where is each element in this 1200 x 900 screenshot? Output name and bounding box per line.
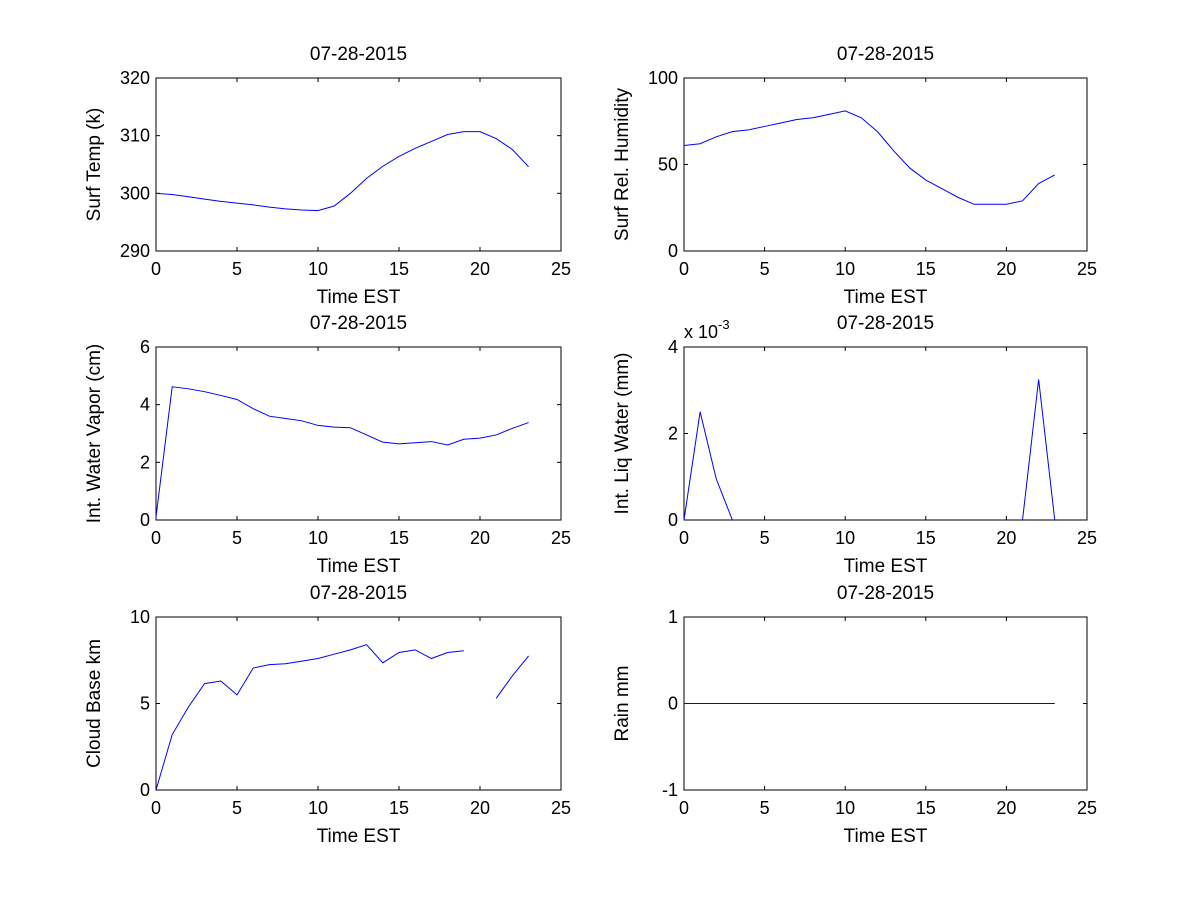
x-tick-label: 0 <box>679 798 689 818</box>
y-tick-label: 4 <box>668 337 678 357</box>
subplot-2: 0 5 10 15 20 25 0 50 100 07-28-2015 Time EST Surf R… <box>612 44 1097 308</box>
y-tick-label: 310 <box>120 126 150 146</box>
y-axis-label: Surf Rel. Humidity <box>612 87 633 241</box>
x-tick-label: 10 <box>835 259 855 279</box>
series-line-1-segment-1 <box>155 386 529 518</box>
y-tick-label: 1 <box>668 607 678 627</box>
y-tick-label: 2 <box>668 424 678 444</box>
y-tick-label: 0 <box>140 510 150 530</box>
y-tick-label: 5 <box>140 694 150 714</box>
x-tick-label: 10 <box>308 528 328 548</box>
subplot-5: 0 5 10 15 20 25 0 5 10 07-28-2015 Time EST Cloud Ba… <box>84 583 571 847</box>
series-line-1-segment-1 <box>155 131 529 212</box>
chart-title: 07-28-2015 <box>837 44 934 65</box>
y-tick-label: 10 <box>130 607 150 627</box>
chart-title: 07-28-2015 <box>837 313 934 334</box>
series-line-1-segment-1 <box>683 411 733 521</box>
subplot-4: 0 5 10 15 20 25 0 2 4 07-28-2015 Time EST Int. Liq … <box>612 313 1097 577</box>
axes-frame <box>683 77 1088 252</box>
y-axis-label: Surf Temp (k) <box>84 108 105 222</box>
x-axis-label: Time EST <box>317 287 401 308</box>
y-tick-label: 2 <box>140 452 150 472</box>
y-exponent-base: x 10 <box>684 322 718 342</box>
axes-frame <box>683 346 1088 521</box>
axes-frame <box>155 346 562 521</box>
x-axis-label: Time EST <box>844 287 928 308</box>
chart-title: 07-28-2015 <box>310 44 407 65</box>
x-tick-label: 25 <box>1077 259 1097 279</box>
x-tick-label: 25 <box>551 798 571 818</box>
x-axis-label: Time EST <box>317 556 401 577</box>
x-tick-label: 20 <box>996 528 1016 548</box>
x-tick-label: 5 <box>760 798 770 818</box>
series-line-1-segment-1 <box>155 644 464 791</box>
x-tick-label: 10 <box>835 798 855 818</box>
x-tick-label: 20 <box>470 259 490 279</box>
x-tick-label: 10 <box>835 528 855 548</box>
y-tick-label: 0 <box>668 241 678 261</box>
x-tick-label: 25 <box>551 528 571 548</box>
x-tick-label: 25 <box>1077 528 1097 548</box>
y-tick-label: 4 <box>140 395 150 415</box>
y-axis-label: Cloud Base km <box>84 639 105 768</box>
x-axis-label: Time EST <box>317 826 401 847</box>
y-tick-label: 0 <box>140 780 150 800</box>
y-tick-label: 300 <box>120 183 150 203</box>
x-tick-label: 15 <box>916 528 936 548</box>
x-tick-label: 5 <box>232 798 242 818</box>
y-axis-label: Int. Water Vapor (cm) <box>84 344 105 523</box>
x-tick-label: 5 <box>232 528 242 548</box>
x-tick-label: 0 <box>679 528 689 548</box>
y-tick-label: 6 <box>140 337 150 357</box>
y-tick-label: 320 <box>120 68 150 88</box>
series-line-1-segment-1 <box>683 110 1055 205</box>
x-tick-label: 20 <box>470 528 490 548</box>
x-tick-label: 25 <box>551 259 571 279</box>
x-tick-label: 25 <box>1077 798 1097 818</box>
subplot-1: 0 5 10 15 20 25 290 300 310 320 07-28-2015 Time EST… <box>84 44 571 308</box>
x-tick-label: 0 <box>151 259 161 279</box>
x-tick-label: 0 <box>679 259 689 279</box>
x-tick-label: 10 <box>308 259 328 279</box>
y-tick-label: 100 <box>648 68 678 88</box>
x-tick-label: 20 <box>470 798 490 818</box>
x-tick-label: 0 <box>151 528 161 548</box>
series-line-1-segment-2 <box>495 655 529 699</box>
y-tick-label: 0 <box>668 694 678 714</box>
x-tick-label: 10 <box>308 798 328 818</box>
x-tick-label: 15 <box>389 259 409 279</box>
y-tick-label: 290 <box>120 241 150 261</box>
chart-title: 07-28-2015 <box>837 583 934 604</box>
x-tick-label: 5 <box>232 259 242 279</box>
x-tick-label: 0 <box>151 798 161 818</box>
x-tick-label: 5 <box>760 528 770 548</box>
x-tick-label: 20 <box>996 798 1016 818</box>
x-tick-label: 15 <box>916 259 936 279</box>
y-exponent-label: x 10-3 <box>684 317 730 342</box>
x-tick-label: 15 <box>916 798 936 818</box>
x-axis-label: Time EST <box>844 556 928 577</box>
axes-frame <box>155 616 562 791</box>
x-tick-label: 15 <box>389 528 409 548</box>
x-axis-label: Time EST <box>844 826 928 847</box>
series-line-1-segment-2 <box>1022 379 1056 521</box>
y-tick-label: -1 <box>662 780 678 800</box>
x-tick-label: 5 <box>760 259 770 279</box>
axes-frame <box>155 77 562 252</box>
chart-title: 07-28-2015 <box>310 583 407 604</box>
subplot-3: 0 5 10 15 20 25 0 2 4 6 07-28-2015 Time EST Int. Wat… <box>84 313 571 577</box>
x-tick-label: 20 <box>996 259 1016 279</box>
y-exponent-power: -3 <box>718 317 730 332</box>
y-axis-label: Rain mm <box>612 665 633 741</box>
y-axis-label: Int. Liq Water (mm) <box>612 353 633 515</box>
y-tick-label: 0 <box>668 510 678 530</box>
chart-title: 07-28-2015 <box>310 313 407 334</box>
x-tick-label: 15 <box>389 798 409 818</box>
y-tick-label: 50 <box>658 155 678 175</box>
